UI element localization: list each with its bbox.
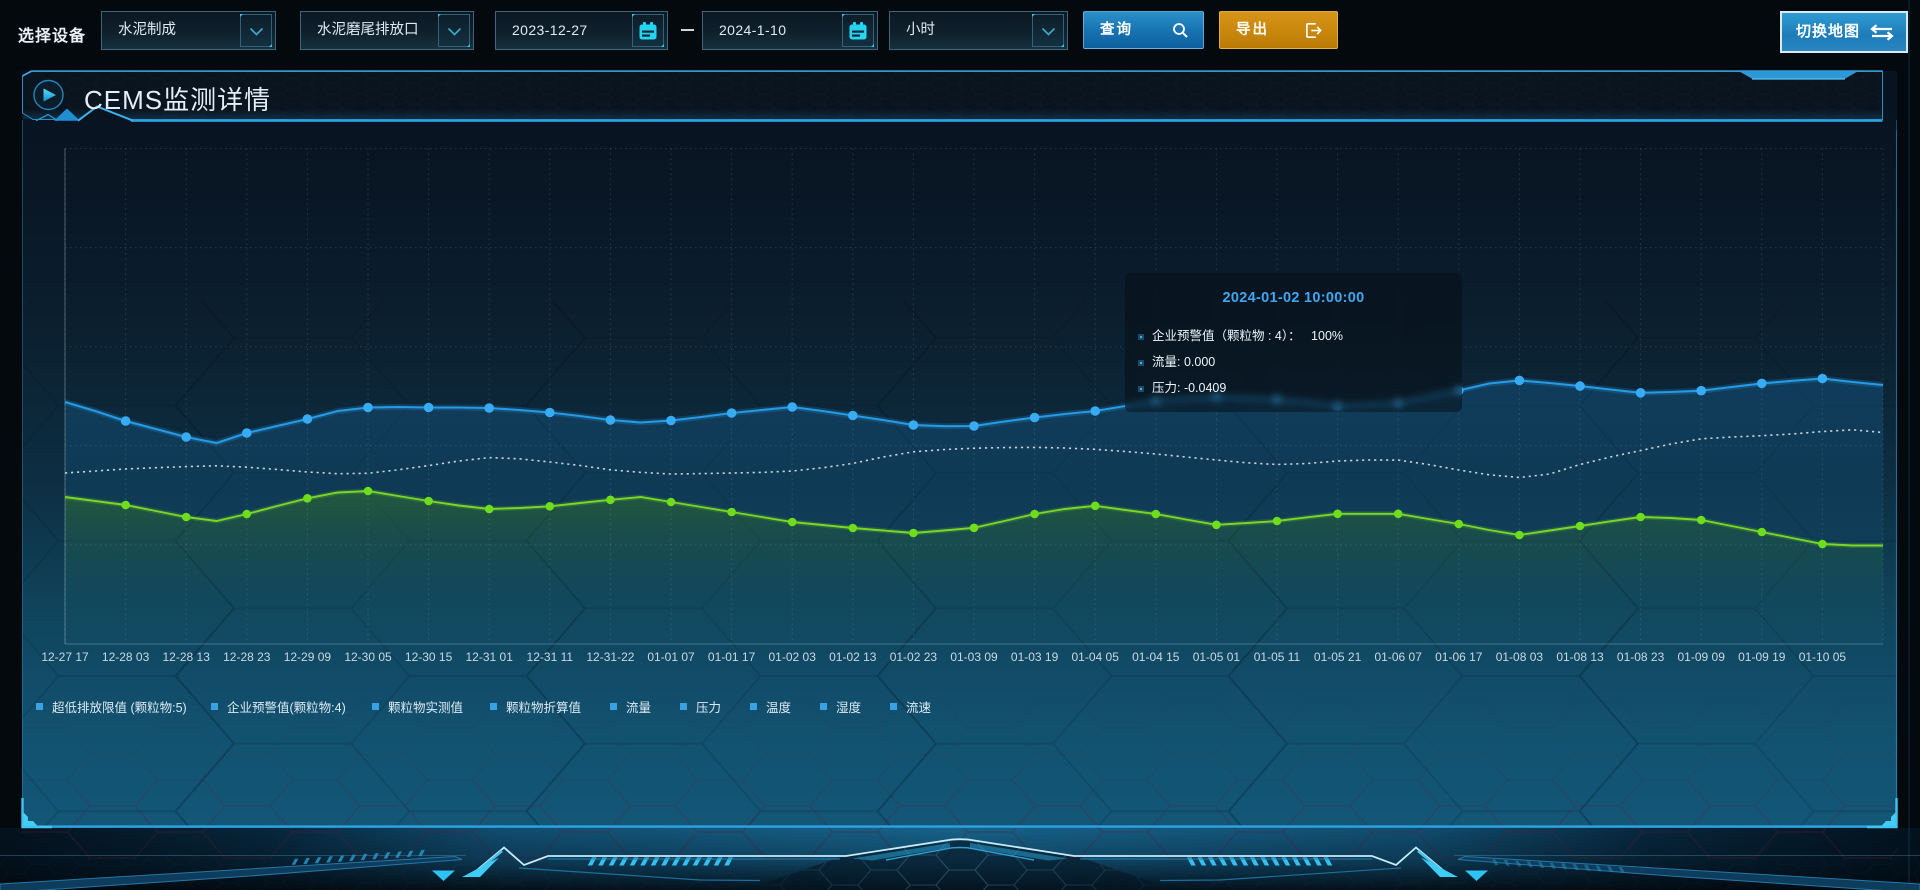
svg-text:12-30 15: 12-30 15 <box>405 650 453 664</box>
svg-text:01-03 19: 01-03 19 <box>1011 650 1059 664</box>
svg-text:01-01 17: 01-01 17 <box>708 650 756 664</box>
svg-text:01-08 03: 01-08 03 <box>1496 650 1544 664</box>
svg-text:12-30 05: 12-30 05 <box>344 650 392 664</box>
svg-text:01-06 07: 01-06 07 <box>1375 650 1423 664</box>
svg-text:12-28 13: 12-28 13 <box>163 650 211 664</box>
svg-text:12-31 11: 12-31 11 <box>527 650 574 664</box>
svg-text:01-05 21: 01-05 21 <box>1314 650 1362 664</box>
svg-text:01-04 15: 01-04 15 <box>1132 650 1180 664</box>
svg-text:12-28 23: 12-28 23 <box>223 650 271 664</box>
svg-text:01-02 03: 01-02 03 <box>769 650 817 664</box>
svg-text:01-02 13: 01-02 13 <box>829 650 877 664</box>
svg-text:01-01 07: 01-01 07 <box>647 650 695 664</box>
svg-text:01-08 23: 01-08 23 <box>1617 650 1665 664</box>
svg-text:01-09 19: 01-09 19 <box>1738 650 1786 664</box>
svg-text:01-02 23: 01-02 23 <box>890 650 938 664</box>
svg-text:01-10 05: 01-10 05 <box>1799 650 1847 664</box>
svg-text:12-27 17: 12-27 17 <box>41 650 89 664</box>
svg-text:12-31-22: 12-31-22 <box>586 650 634 664</box>
svg-text:12-29 09: 12-29 09 <box>284 650 332 664</box>
svg-text:01-03 09: 01-03 09 <box>950 650 998 664</box>
svg-text:01-08 13: 01-08 13 <box>1556 650 1604 664</box>
svg-text:01-04 05: 01-04 05 <box>1072 650 1120 664</box>
svg-text:01-09 09: 01-09 09 <box>1678 650 1726 664</box>
svg-text:01-06 17: 01-06 17 <box>1435 650 1483 664</box>
svg-text:12-28 03: 12-28 03 <box>102 650 150 664</box>
svg-text:12-31 01: 12-31 01 <box>466 650 514 664</box>
svg-text:01-05 01: 01-05 01 <box>1193 650 1241 664</box>
svg-text:01-05 11: 01-05 11 <box>1254 650 1301 664</box>
